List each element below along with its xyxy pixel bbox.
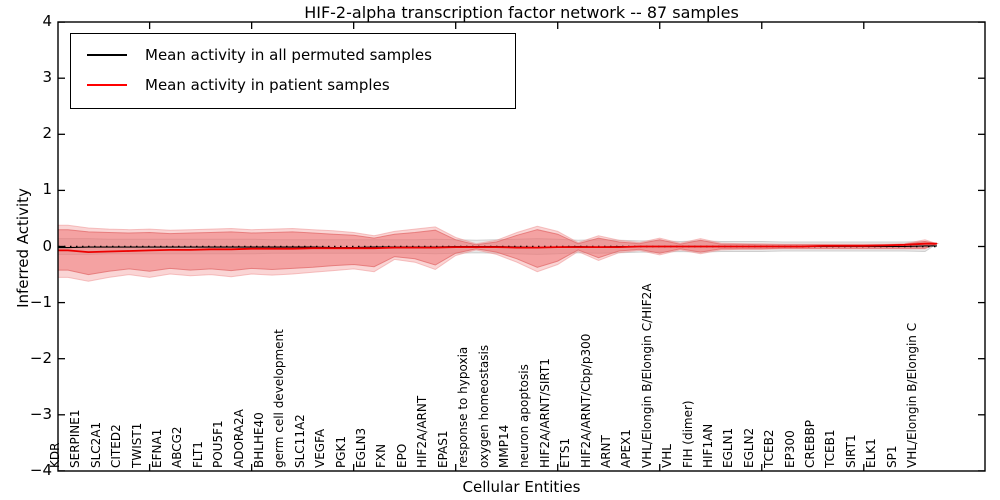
x-tick-label: TCEB1: [823, 429, 838, 468]
x-tick-label: response to hypoxia: [456, 346, 471, 468]
x-tick-label: germ cell development: [272, 329, 287, 468]
x-tick-label: neuron apoptosis: [517, 364, 532, 468]
x-tick-label: EPAS1: [435, 430, 450, 468]
x-tick-label: SLC11A2: [292, 414, 307, 468]
x-tick-label: CREBBP: [802, 420, 817, 468]
patient-samples-inner-band: [57, 229, 939, 276]
y-tick-label: 4: [42, 12, 52, 31]
legend: Mean activity in all permuted samples Me…: [70, 33, 516, 109]
chart-title: HIF-2-alpha transcription factor network…: [304, 3, 739, 22]
x-tick-label: FXN: [374, 443, 389, 468]
x-tick-label: VHL/Elongin B/Elongin C: [905, 322, 919, 468]
patient-mean-line: [58, 242, 937, 254]
x-tick-label: FLT1: [190, 441, 205, 468]
x-tick-label: TCEB2: [762, 429, 777, 468]
y-tick-label: −1: [29, 292, 52, 311]
x-tick-label: FIH (dimer): [680, 400, 695, 468]
patient-line-swatch: [87, 84, 127, 86]
x-tick-label: EGLN3: [354, 427, 369, 468]
x-tick-label: SERPINE1: [68, 409, 83, 468]
legend-item-patient: Mean activity in patient samples: [81, 70, 505, 100]
y-tick-label: 1: [42, 180, 52, 199]
y-tick-label: −3: [29, 404, 52, 423]
x-tick-label: VEGFA: [313, 428, 328, 468]
permuted-line-swatch: [87, 54, 127, 56]
y-tick-label: −2: [29, 348, 52, 367]
x-tick-label: HIF2A/ARNT/Cbp/p300: [578, 333, 593, 468]
x-tick-label: HIF2A/ARNT: [415, 395, 430, 468]
x-tick-label: SP1: [884, 445, 899, 469]
x-tick-label: MMP14: [496, 424, 511, 468]
x-tick-label: ETS1: [558, 437, 573, 468]
y-tick-label: 2: [42, 124, 52, 143]
x-tick-label: ARNT: [598, 435, 613, 468]
legend-item-permuted: Mean activity in all permuted samples: [81, 40, 505, 70]
x-tick-label: SIRT1: [843, 434, 858, 468]
x-tick-label: ADORA2A: [231, 409, 246, 468]
y-tick-label: −4: [29, 460, 52, 479]
x-tick-label: KDR: [48, 442, 62, 468]
legend-label-permuted: Mean activity in all permuted samples: [145, 46, 432, 64]
x-axis-label: Cellular Entities: [462, 478, 581, 496]
x-tick-label: HIF1AN: [700, 423, 715, 468]
x-tick-label: EPO: [394, 443, 409, 468]
x-tick-label: POU5F1: [211, 420, 226, 468]
x-tick-label: BHLHE40: [252, 412, 267, 468]
x-tick-label: TWIST1: [129, 422, 144, 468]
x-tick-label: SLC2A1: [88, 421, 103, 468]
x-tick-label: VHL: [660, 444, 675, 468]
x-tick-label: oxygen homeostasis: [476, 344, 491, 468]
x-tick-label: EGLN1: [721, 427, 736, 468]
x-tick-label: ELK1: [864, 438, 879, 468]
x-tick-label: PGK1: [333, 435, 348, 468]
x-tick-label: VHL/Elongin B/Elongin C/HIF2A: [639, 283, 654, 468]
x-tick-label: APEX1: [619, 429, 634, 468]
x-tick-label: EFNA1: [150, 428, 165, 468]
y-tick-label: 0: [42, 236, 52, 255]
y-tick-label: 3: [42, 68, 52, 87]
x-tick-label: EGLN2: [741, 427, 756, 468]
legend-label-patient: Mean activity in patient samples: [145, 76, 390, 94]
x-tick-label: CITED2: [109, 424, 124, 468]
x-tick-label: ABCG2: [170, 426, 185, 468]
x-tick-label: EP300: [782, 430, 797, 468]
x-tick-label: HIF2A/ARNT/SIRT1: [537, 358, 552, 468]
